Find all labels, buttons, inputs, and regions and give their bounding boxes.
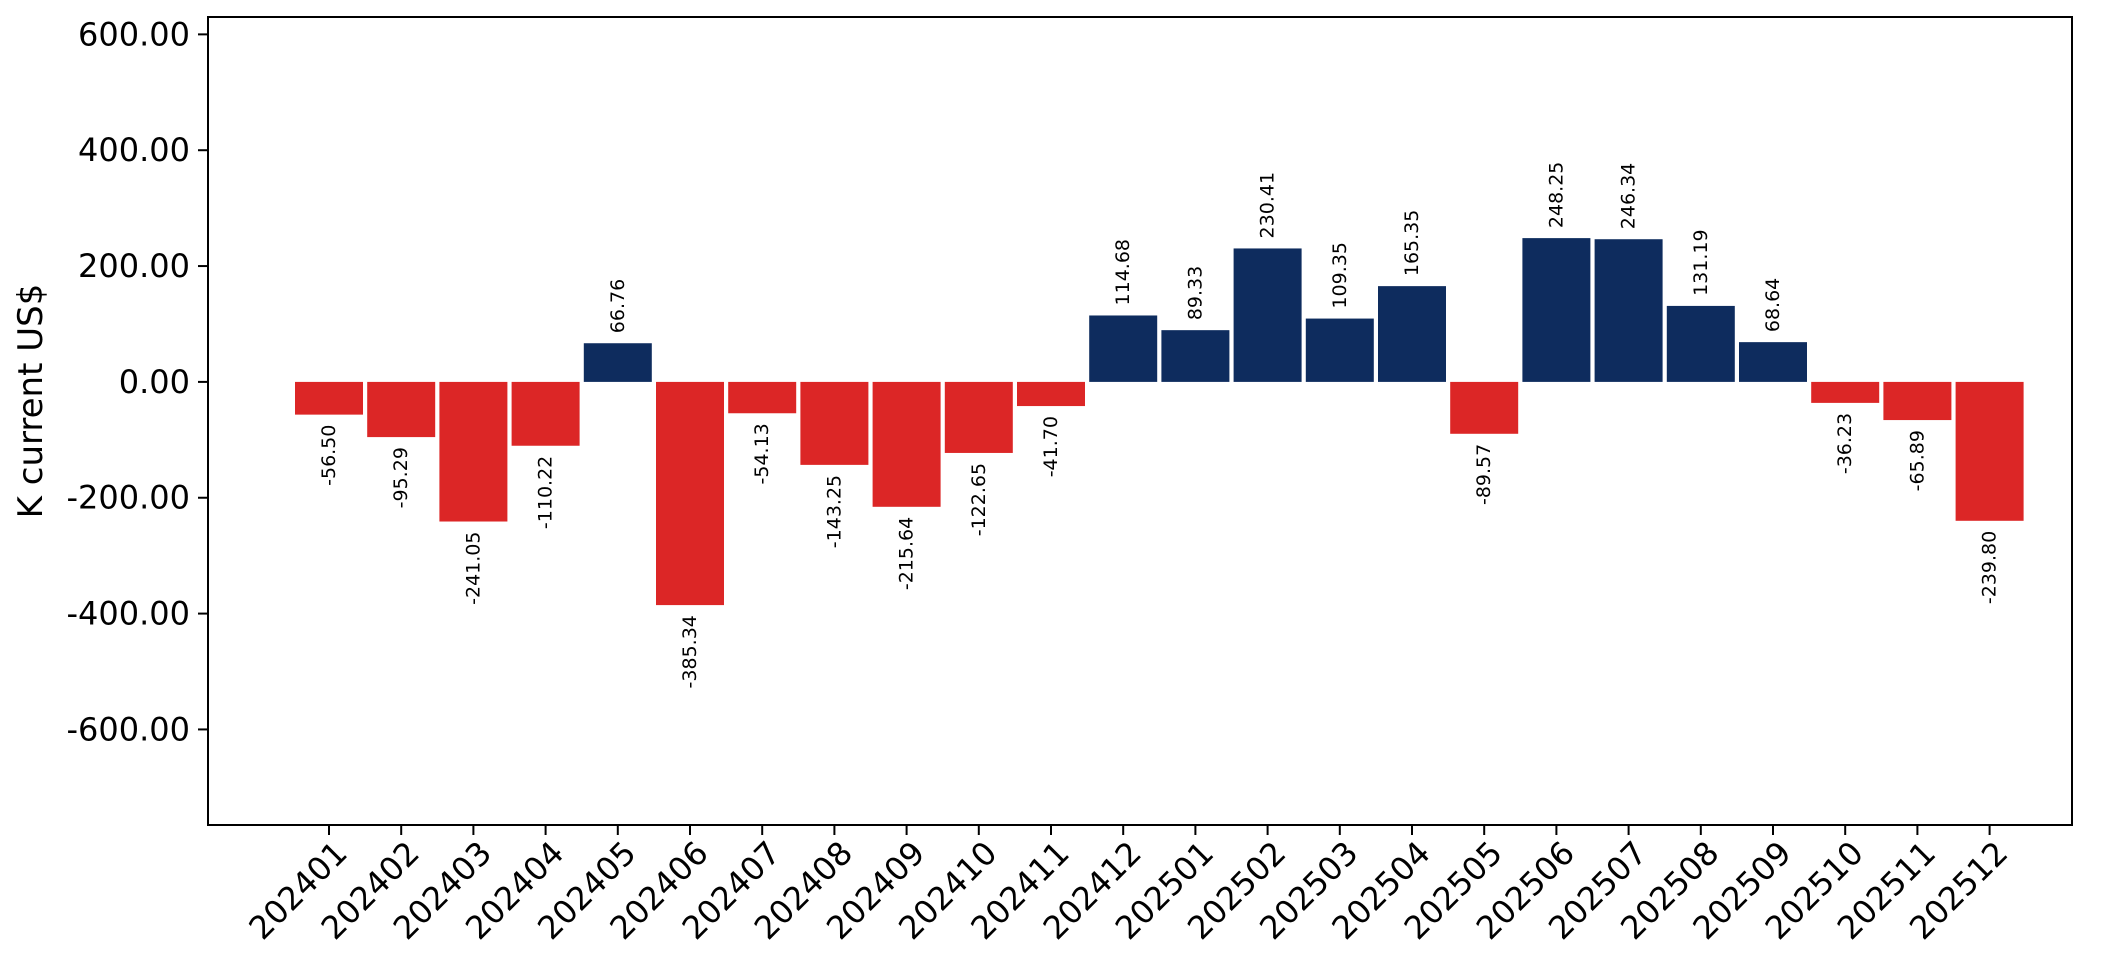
bar-202508 xyxy=(1666,305,1735,382)
y-tick-label: 600.00 xyxy=(78,15,190,53)
y-axis-title: K current US$ xyxy=(11,284,51,519)
bar-202408 xyxy=(800,381,869,465)
data-label-202404: -110.22 xyxy=(535,456,557,529)
data-label-202507: 246.34 xyxy=(1618,163,1640,229)
data-label-202403: -241.05 xyxy=(462,532,484,605)
bar-202505 xyxy=(1450,381,1519,434)
data-label-202510: -36.23 xyxy=(1834,413,1856,474)
bar-202406 xyxy=(656,381,724,606)
y-tick-label: 200.00 xyxy=(78,247,190,285)
bar-202501 xyxy=(1161,330,1230,382)
data-label-202405: 66.76 xyxy=(607,279,629,333)
bar-202405 xyxy=(583,343,652,382)
data-label-202512: -239.80 xyxy=(1979,531,2001,604)
bar-202404 xyxy=(511,381,580,446)
data-label-202412: 114.68 xyxy=(1112,239,1134,305)
y-tick-label: 400.00 xyxy=(78,131,190,169)
data-label-202407: -54.13 xyxy=(751,423,773,484)
bar-202511 xyxy=(1883,381,1952,421)
data-label-202411: -41.70 xyxy=(1040,416,1062,477)
bar-202506 xyxy=(1522,238,1591,382)
bar-202503 xyxy=(1305,318,1374,382)
data-label-202502: 230.41 xyxy=(1257,172,1279,238)
plot-frame xyxy=(207,16,2073,826)
data-label-202409: -215.64 xyxy=(896,517,918,590)
data-label-202511: -65.89 xyxy=(1906,430,1928,491)
data-label-202504: 165.35 xyxy=(1401,210,1423,276)
bar-202409 xyxy=(872,381,941,507)
data-label-202401: -56.50 xyxy=(318,425,340,486)
data-label-202402: -95.29 xyxy=(390,447,412,508)
bar-202502 xyxy=(1233,248,1302,382)
data-label-202508: 131.19 xyxy=(1690,229,1712,295)
y-tick-label: -200.00 xyxy=(66,479,190,517)
bar-202403 xyxy=(439,381,508,522)
y-tick-label: 0.00 xyxy=(119,363,190,401)
data-label-202503: 109.35 xyxy=(1329,242,1351,308)
bar-202407 xyxy=(728,381,797,414)
bar-202512 xyxy=(1955,381,2024,521)
data-label-202410: -122.65 xyxy=(968,463,990,536)
data-label-202505: -89.57 xyxy=(1473,444,1495,505)
data-label-202501: 89.33 xyxy=(1184,266,1206,320)
y-tick-label: -400.00 xyxy=(66,595,190,633)
bar-202509 xyxy=(1739,342,1807,382)
data-label-202406: -385.34 xyxy=(679,615,701,688)
bar-202402 xyxy=(367,381,436,438)
bar-202401 xyxy=(295,381,363,415)
bar-202510 xyxy=(1811,381,1880,403)
bar-202411 xyxy=(1017,381,1085,407)
y-tick-label: -600.00 xyxy=(66,710,190,748)
data-label-202509: 68.64 xyxy=(1762,278,1784,332)
data-label-202506: 248.25 xyxy=(1545,162,1567,228)
bar-202507 xyxy=(1594,239,1663,382)
data-label-202408: -143.25 xyxy=(823,475,845,548)
bar-202410 xyxy=(944,381,1013,453)
bar-202504 xyxy=(1378,286,1446,382)
bar-202412 xyxy=(1089,315,1158,382)
